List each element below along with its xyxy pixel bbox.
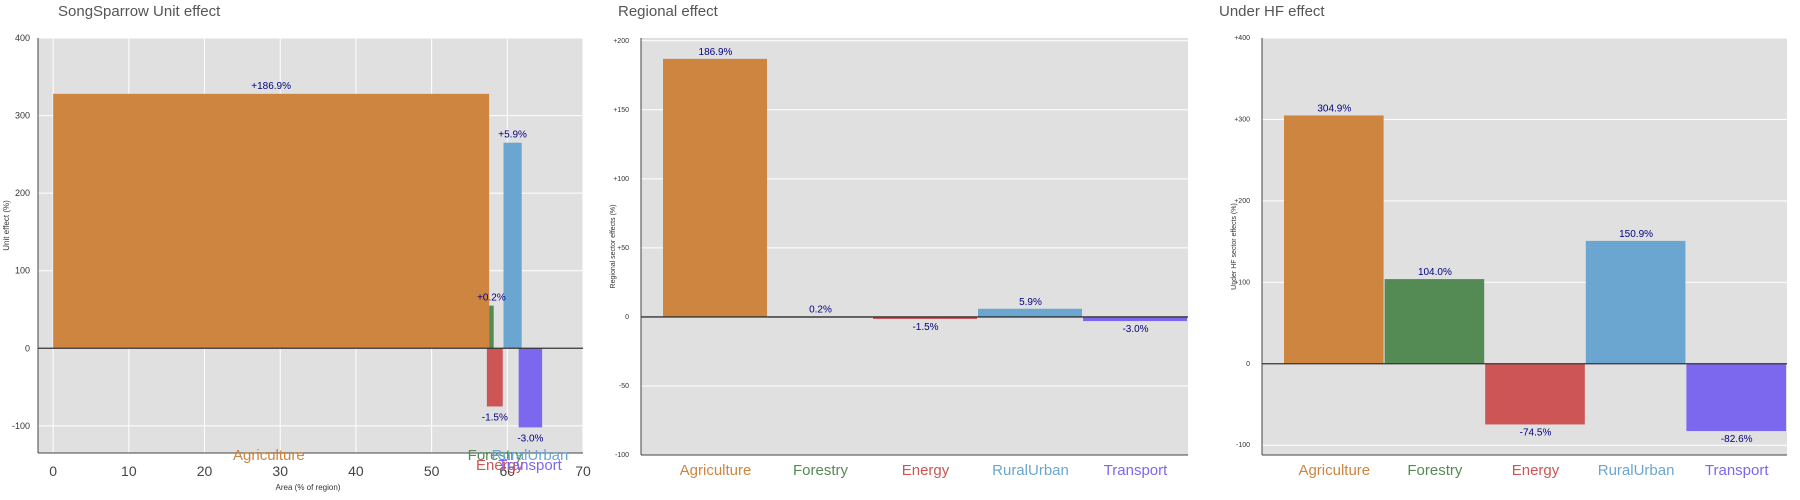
y-tick-label: +100 <box>1234 279 1250 286</box>
bar-transport <box>518 348 543 428</box>
under-hf-effect-panel: Under HF effect -100 0 +100 +200 +300 +400 Und… <box>1200 0 1800 500</box>
unit-effect-chart: -100 0 100 200 300 400 0 10 20 30 40 50 60 70 Unit eff… <box>2 33 591 492</box>
bar-energy <box>1485 363 1585 425</box>
y-axis-title: Regional sector effects (%) <box>610 205 617 289</box>
unit-effect-title: SongSparrow Unit effect <box>58 3 221 20</box>
y-tick-label: 0 <box>25 343 30 353</box>
x-tick-label: 60 <box>500 463 516 479</box>
value-label-energy: -1.5% <box>482 412 508 423</box>
category-label-energy: Energy <box>902 462 950 479</box>
bar-ruralurban <box>503 142 522 349</box>
category-label-ruralurban: RuralUrban <box>992 462 1069 479</box>
y-tick-label: -100 <box>1236 442 1250 449</box>
bar-energy <box>873 316 977 319</box>
category-label-forestry: Forestry <box>468 447 524 464</box>
value-label-transport: -82.6% <box>1721 434 1753 445</box>
value-label-forestry: 104.0% <box>1418 267 1452 278</box>
value-label-transport: -3.0% <box>517 433 543 444</box>
y-tick-label: -100 <box>615 452 629 459</box>
unit-effect-panel: SongSparrow Unit effect -100 0 100 200 300 40… <box>0 0 600 500</box>
regional-effect-title: Regional effect <box>618 3 718 20</box>
bar-ruralurban <box>978 308 1082 317</box>
category-label-transport: Transport <box>498 457 562 474</box>
y-tick-label: +200 <box>613 38 629 45</box>
category-label-agriculture: Agriculture <box>680 462 752 479</box>
y-tick-label: +300 <box>1234 116 1250 123</box>
value-label-ruralurban: 5.9% <box>1019 297 1042 308</box>
y-axis-title: Unit effect (%) <box>2 200 11 251</box>
y-tick-label: 0 <box>625 314 629 321</box>
y-axis-title: Under HF sector effects (%) <box>1231 203 1238 290</box>
y-tick-label: 300 <box>15 111 30 121</box>
category-label-transport: Transport <box>1705 462 1769 479</box>
y-tick-label: +150 <box>613 107 629 114</box>
x-tick-label: 40 <box>348 463 364 479</box>
value-label-transport: -3.0% <box>1122 324 1148 335</box>
category-label-transport: Transport <box>1104 462 1168 479</box>
regional-effect-panel: Regional effect -100 -50 0 +50 +100 +150 +200 R… <box>600 0 1200 500</box>
y-tick-label: +50 <box>617 245 629 252</box>
category-label-forestry: Forestry <box>793 462 849 479</box>
bar-agriculture <box>663 58 767 317</box>
y-tick-label: -50 <box>619 383 629 390</box>
y-tick-label: 200 <box>15 188 30 198</box>
value-label-forestry: +0.2% <box>477 293 506 304</box>
value-label-energy: -1.5% <box>912 322 938 333</box>
value-label-agriculture: 304.9% <box>1317 103 1351 114</box>
category-label-ruralurban: RuralUrban <box>1598 462 1675 479</box>
y-tick-label: +200 <box>1234 198 1250 205</box>
category-label-agriculture: Agriculture <box>1298 462 1370 479</box>
x-tick-label: 0 <box>49 463 57 479</box>
bar-forestry <box>489 305 494 349</box>
x-tick-label: 50 <box>424 463 440 479</box>
regional-effect-chart: -100 -50 0 +50 +100 +150 +200 Regional sector e… <box>610 38 1188 479</box>
y-tick-label: +100 <box>613 176 629 183</box>
value-label-agriculture: 186.9% <box>699 47 733 58</box>
x-axis-title: Area (% of region) <box>276 483 341 492</box>
category-label-ruralurban: RuralUrban <box>492 447 569 464</box>
bar-forestry <box>1384 279 1485 364</box>
bar-transport <box>1686 363 1786 432</box>
value-label-agriculture: +186.9% <box>251 81 291 92</box>
bar-energy <box>486 348 503 407</box>
y-tick-label: +400 <box>1234 35 1250 42</box>
value-label-ruralurban: +5.9% <box>498 130 527 141</box>
y-tick-label: 0 <box>1246 361 1250 368</box>
x-tick-label: 70 <box>575 463 591 479</box>
bar-agriculture <box>53 93 490 349</box>
value-label-forestry: 0.2% <box>809 305 832 316</box>
category-label-energy: Energy <box>476 457 524 474</box>
category-label-energy: Energy <box>1512 462 1560 479</box>
x-tick-label: 30 <box>272 463 288 479</box>
bar-transport <box>1083 316 1187 322</box>
y-tick-label: 100 <box>15 266 30 276</box>
bar-ruralurban <box>1585 240 1686 364</box>
under-hf-effect-title: Under HF effect <box>1219 3 1325 20</box>
value-label-ruralurban: 150.9% <box>1619 229 1653 240</box>
under-hf-effect-chart: -100 0 +100 +200 +300 +400 Under HF sector eff… <box>1231 35 1787 479</box>
value-label-energy: -74.5% <box>1520 427 1552 438</box>
y-tick-label: -100 <box>12 421 30 431</box>
x-tick-label: 10 <box>121 463 137 479</box>
category-label-agriculture: Agriculture <box>233 447 305 464</box>
x-tick-label: 20 <box>197 463 213 479</box>
bar-agriculture <box>1284 115 1384 364</box>
y-tick-label: 400 <box>15 33 30 43</box>
category-label-forestry: Forestry <box>1407 462 1463 479</box>
